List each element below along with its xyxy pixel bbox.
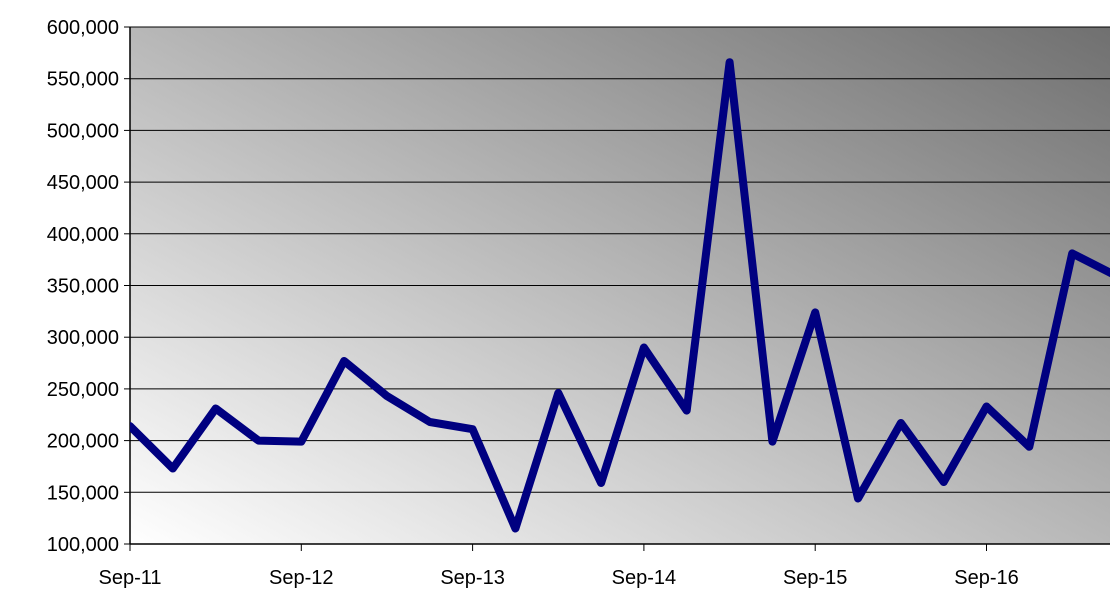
y-axis-tick-labels: 100,000 150,000 200,000 250,000 300,000 350,0… [47, 17, 119, 556]
x-tick-label: Sep-13 [440, 567, 505, 589]
series-line [130, 58, 1110, 533]
y-tick-label: 500,000 [47, 120, 119, 142]
y-tick-label: 450,000 [47, 172, 119, 194]
x-axis-tick-labels: Sep-11 Sep-12 Sep-13 Sep-14 Sep-15 Sep-16 [98, 567, 1018, 589]
series-layer [130, 58, 1110, 533]
gridlines [124, 26, 1110, 545]
y-tick-label: 150,000 [47, 482, 119, 504]
y-tick-label: 600,000 [47, 17, 119, 39]
y-tick-label: 300,000 [47, 327, 119, 349]
y-tick-label: 350,000 [47, 276, 119, 298]
x-tick-label: Sep-12 [269, 567, 334, 589]
x-tick-label: Sep-11 [98, 567, 161, 589]
x-tick-label: Sep-15 [783, 567, 848, 589]
y-tick-label: 100,000 [47, 534, 119, 556]
x-tick-label: Sep-16 [954, 567, 1019, 589]
y-tick-label: 250,000 [47, 379, 119, 401]
y-tick-label: 550,000 [47, 69, 119, 91]
y-tick-label: 400,000 [47, 224, 119, 246]
y-tick-label: 200,000 [47, 431, 119, 453]
x-tick-label: Sep-14 [612, 567, 677, 589]
axes [129, 27, 1110, 551]
